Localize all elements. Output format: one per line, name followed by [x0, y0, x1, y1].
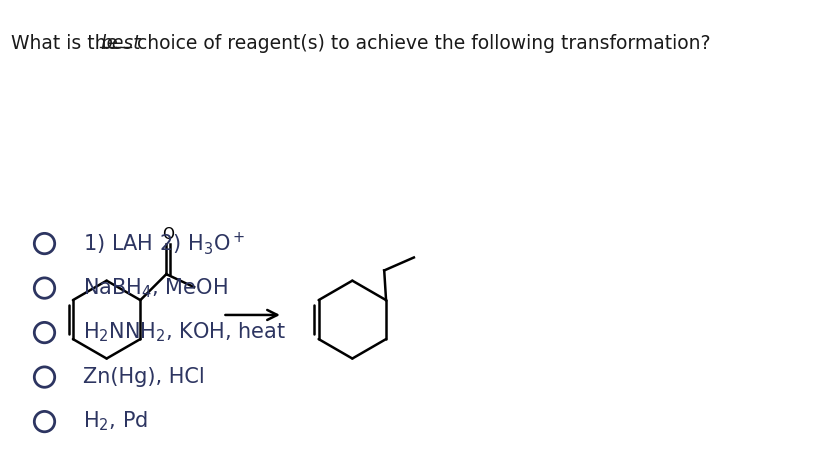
Text: Zn(Hg), HCl: Zn(Hg), HCl	[84, 367, 205, 387]
Text: H$_2$, Pd: H$_2$, Pd	[84, 410, 148, 433]
Text: What is the: What is the	[11, 34, 124, 53]
Text: 1) LAH 2) H$_3$O$^+$: 1) LAH 2) H$_3$O$^+$	[84, 230, 246, 257]
Text: best: best	[100, 34, 141, 53]
Text: O: O	[162, 227, 174, 242]
Text: H$_2$NNH$_2$, KOH, heat: H$_2$NNH$_2$, KOH, heat	[84, 321, 287, 344]
Text: NaBH$_4$, MeOH: NaBH$_4$, MeOH	[84, 276, 228, 300]
Text: choice of reagent(s) to achieve the following transformation?: choice of reagent(s) to achieve the foll…	[131, 34, 711, 53]
